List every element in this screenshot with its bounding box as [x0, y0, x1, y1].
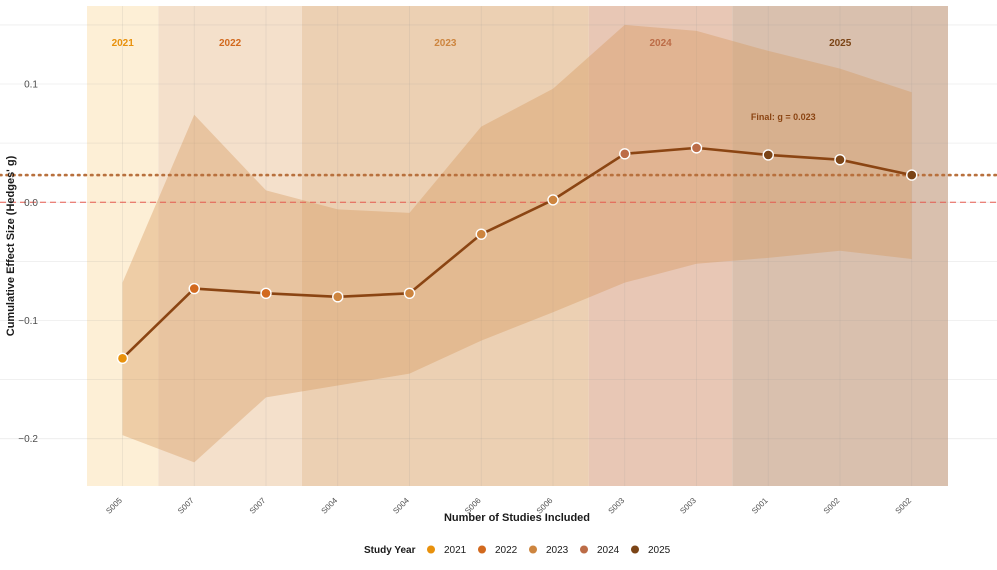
x-tick-label: S001: [750, 496, 770, 516]
y-tick-label: 0.0: [24, 198, 38, 209]
x-tick-label: S003: [607, 496, 627, 516]
x-tick-label: S005: [104, 496, 124, 516]
series-line: [121, 146, 913, 360]
legend-swatch-2022: [478, 545, 486, 554]
y-tick-label: −0.2: [18, 434, 38, 445]
year-band-label-2022: 2022: [219, 38, 242, 49]
year-band-2021: [87, 6, 159, 486]
data-point: [547, 194, 559, 206]
gridlines: [0, 6, 997, 486]
reference-lines: [0, 173, 997, 203]
legend-swatch-2023: [529, 545, 537, 554]
x-tick-label: S002: [822, 496, 842, 516]
final-estimate-annotation: Final: g = 0.023: [751, 112, 816, 122]
year-band-label-2023: 2023: [434, 38, 457, 49]
year-band-2023: [301, 6, 589, 486]
y-tick-label: 0.1: [24, 80, 38, 91]
labels: 2021 2022 2023 2024 2025 Final: g = 0.023: [112, 38, 852, 122]
year-band-label-2025: 2025: [829, 38, 852, 49]
data-point: [475, 228, 487, 240]
legend-swatch-2021: [427, 545, 435, 554]
x-tick-label: S007: [248, 496, 268, 516]
legend-swatch-2025: [631, 545, 639, 554]
year-band-2022: [158, 6, 302, 486]
legend-label-2025: 2025: [648, 545, 671, 556]
x-tick-label: S004: [391, 496, 411, 516]
data-point: [834, 153, 846, 166]
confidence-band: [122, 24, 912, 463]
legend-title: Study Year: [364, 545, 416, 556]
x-axis-title: Number of Studies Included: [444, 512, 590, 524]
legend-label-2023: 2023: [546, 545, 569, 556]
data-point: [332, 291, 344, 303]
y-axis-title: Cumulative Effect Size (Hedges' g): [5, 155, 17, 336]
legend-label-2021: 2021: [444, 545, 467, 556]
year-band-2024: [588, 6, 733, 486]
legend: Study Year 2021 2022 2023 2024 2025: [364, 545, 671, 556]
x-tick-label: S007: [176, 496, 196, 516]
data-point: [762, 149, 774, 161]
legend-swatch-2024: [580, 545, 588, 554]
data-point: [116, 352, 129, 365]
data-point: [619, 148, 631, 160]
data-point: [260, 287, 272, 299]
year-band-2025: [732, 6, 948, 486]
year-band-label-2024: 2024: [650, 38, 673, 49]
data-point: [403, 287, 416, 299]
y-tick-label: −0.1: [18, 316, 38, 327]
year-bands: [87, 6, 948, 486]
confidence-interval-band: [122, 24, 912, 463]
x-tick-label: S004: [320, 496, 340, 516]
x-tick-label: S002: [894, 496, 914, 516]
data-point: [906, 169, 918, 181]
year-band-label-2021: 2021: [112, 38, 135, 49]
legend-label-2024: 2024: [597, 545, 620, 556]
cumulative-effect-line: [121, 146, 913, 360]
legend-label-2022: 2022: [495, 545, 518, 556]
x-tick-label: S003: [678, 496, 698, 516]
data-point: [188, 282, 200, 295]
data-points: [116, 142, 918, 365]
data-point: [690, 142, 703, 154]
